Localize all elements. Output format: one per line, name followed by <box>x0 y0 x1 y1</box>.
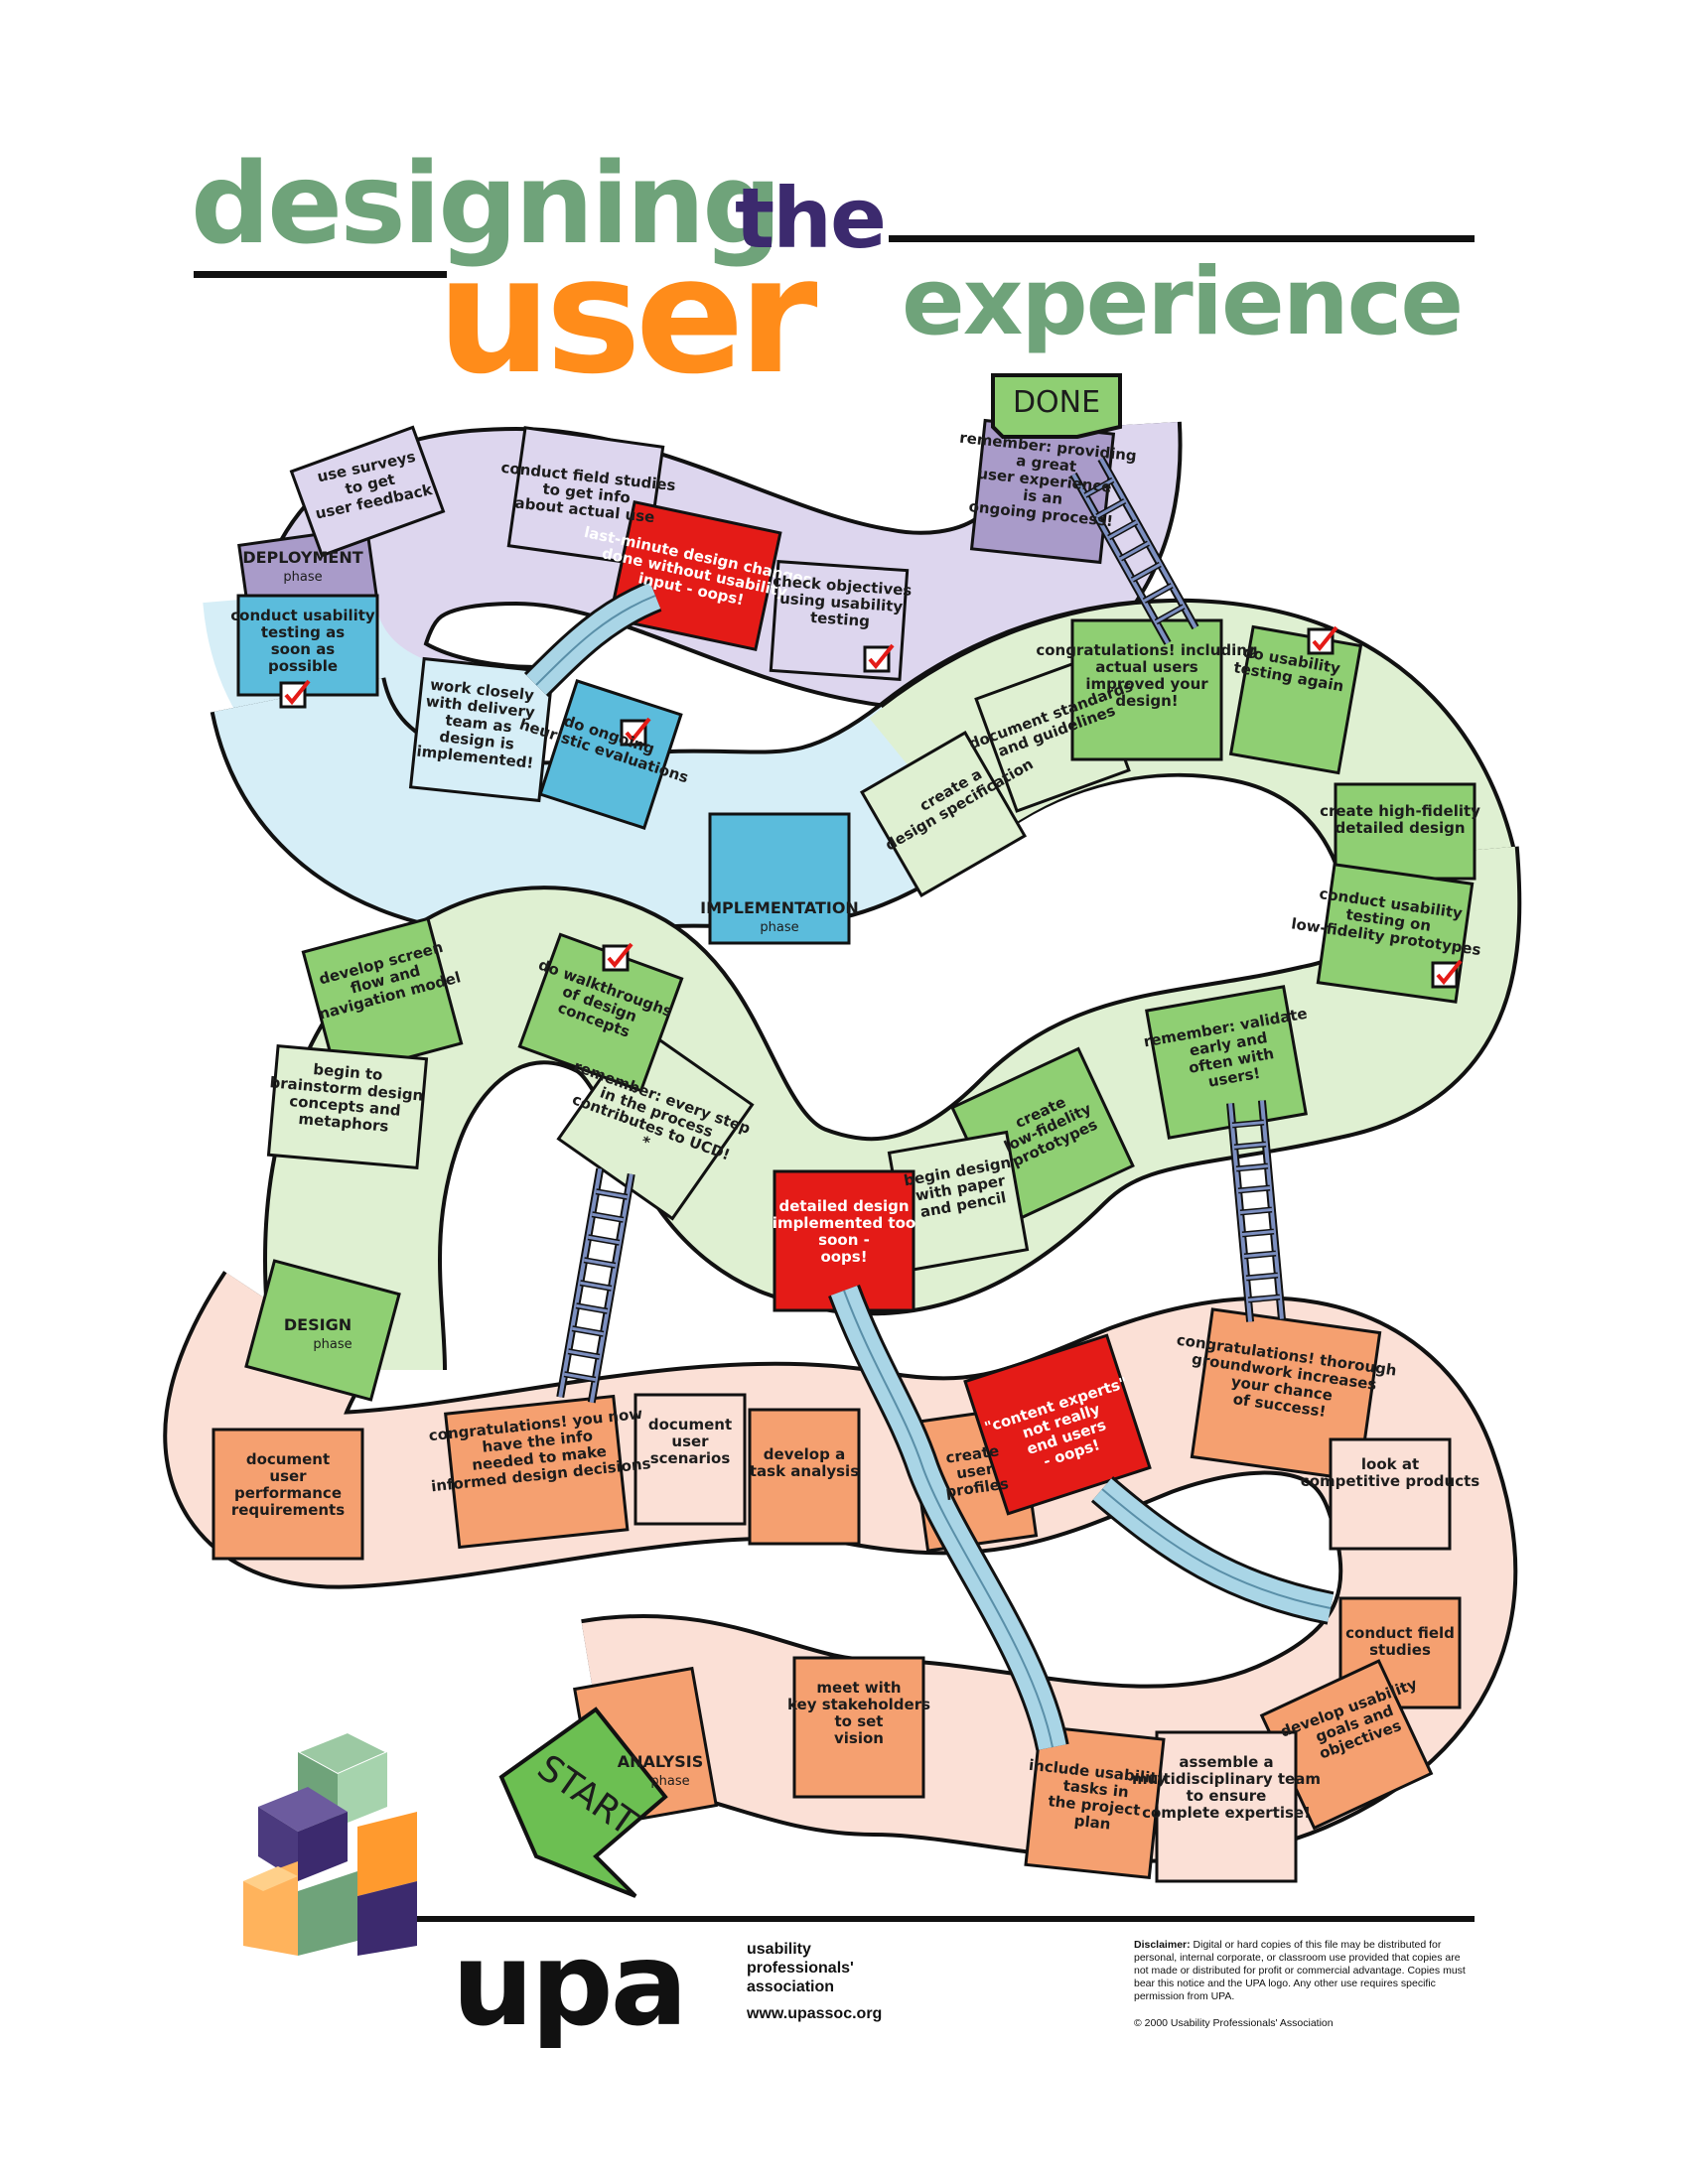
phase-implementation-label: IMPLEMENTATION <box>700 898 859 917</box>
tile-implementation-label <box>708 812 851 945</box>
tile-document-performance <box>211 1428 364 1561</box>
phase-analysis-phase: phase <box>650 1774 689 1789</box>
checkbox-icon <box>863 643 895 673</box>
ladders <box>556 457 1286 1404</box>
tile-congrats-actual-users <box>1070 618 1223 761</box>
ladder-1 <box>1069 457 1199 645</box>
phase-analysis-label: ANALYSIS <box>618 1752 703 1771</box>
tile-design-label <box>244 1259 401 1402</box>
checkmarks <box>279 625 1463 989</box>
title-the: the <box>735 170 887 267</box>
checkbox-icon <box>279 679 311 709</box>
tile-text-do-usability-again: do usabilitytesting again <box>1232 641 1347 695</box>
title-rule-left <box>194 271 447 278</box>
tile-document-scenarios <box>633 1393 747 1526</box>
slide-2 <box>828 1285 1069 1751</box>
tile-ongoing-heuristic <box>538 679 683 830</box>
disclaimer-text: Digital or hard copies of this file may … <box>1134 1939 1466 2002</box>
tile-include-usability-tasks <box>1024 1724 1166 1880</box>
logo-cubes <box>238 1730 427 1961</box>
ladder-2 <box>1226 1100 1286 1322</box>
tile-detailed-too-soon <box>773 1169 915 1312</box>
tile-content-experts <box>963 1333 1152 1516</box>
phase-implementation-phase: phase <box>760 920 798 935</box>
done-label: DONE <box>1013 385 1100 420</box>
tile-text-congrats-actual-users: congratulations! including actual users im… <box>1036 641 1257 710</box>
tile-conduct-usability-soon <box>236 594 379 697</box>
tile-text-document-scenarios: document user scenarios <box>648 1416 732 1467</box>
tile-assemble-team <box>1155 1730 1298 1883</box>
title-designing: designing <box>191 140 781 269</box>
upa-logo-text: upa <box>452 1918 688 2052</box>
org-line-1: usability <box>747 1941 811 1958</box>
checkbox-icon <box>620 717 651 747</box>
phase-design-phase: phase <box>313 1337 352 1352</box>
tile-text-begin-design-paper: begin designwith paperand pencil <box>903 1154 1018 1223</box>
copyright: © 2000 Usability Professionals' Associat… <box>1134 2017 1334 2029</box>
tile-use-surveys <box>289 425 446 558</box>
tile-do-usability-again <box>1228 624 1363 775</box>
disclaimer: Disclaimer: Digital or hard copies of th… <box>1134 1939 1472 2003</box>
tile-congrats-info <box>444 1394 630 1550</box>
slide-1 <box>523 580 662 698</box>
disclaimer-label: Disclaimer: <box>1134 1939 1191 1951</box>
tile-meet-stakeholders <box>792 1656 925 1799</box>
org-line-3: association <box>747 1979 835 1995</box>
tile-text-develop-task-analysis: develop a task analysis <box>750 1445 859 1480</box>
title-experience: experience <box>902 248 1464 356</box>
tile-text-conduct-field-studies: conduct field studies <box>1345 1624 1455 1659</box>
phase-deployment-phase: phase <box>283 570 322 585</box>
checkbox-icon <box>1307 625 1338 655</box>
tile-work-closely <box>408 656 555 803</box>
tile-text-assemble-team: assemble a multidisciplinary team to ensur… <box>1132 1753 1321 1822</box>
slide-3 <box>1090 1476 1335 1625</box>
tile-text-create-hifi: create high-fidelity detailed design <box>1320 802 1480 837</box>
start-flag <box>498 1706 668 1898</box>
checkbox-icon <box>1431 959 1463 989</box>
tile-text-look-competitive: look at competitive products <box>1301 1455 1479 1490</box>
tile-text-work-closely: work closelywith deliveryteam asdesign i… <box>416 675 542 772</box>
footer-rule <box>417 1916 1475 1922</box>
tile-text-conduct-usability-soon: conduct usability testing as soon as possib… <box>230 607 375 675</box>
tile-create-design-spec <box>859 730 1028 898</box>
done-flag <box>991 373 1122 439</box>
tile-congrats-groundwork <box>1190 1307 1382 1482</box>
ladder-3 <box>556 1167 635 1404</box>
tile-look-competitive <box>1329 1437 1452 1551</box>
tile-text-document-performance: document user performance requirements <box>231 1450 345 1519</box>
tile-create-hifi <box>1334 782 1477 881</box>
title-rule-right <box>889 235 1475 242</box>
tile-begin-brainstorm <box>266 1044 429 1169</box>
tile-text-detailed-too-soon: detailed design implemented too soon -oops… <box>773 1197 915 1266</box>
phase-design-label: DESIGN <box>284 1315 352 1334</box>
phase-deployment-label: DEPLOYMENT <box>242 548 362 567</box>
tile-develop-task-analysis <box>748 1408 861 1546</box>
tile-text-meet-stakeholders: meet with key stakeholders to set vision <box>787 1679 930 1747</box>
title-user: user <box>437 223 818 410</box>
checkbox-icon <box>602 942 633 972</box>
org-url[interactable]: www.upassoc.org <box>747 2005 883 2022</box>
org-line-2: professionals' <box>747 1960 854 1977</box>
